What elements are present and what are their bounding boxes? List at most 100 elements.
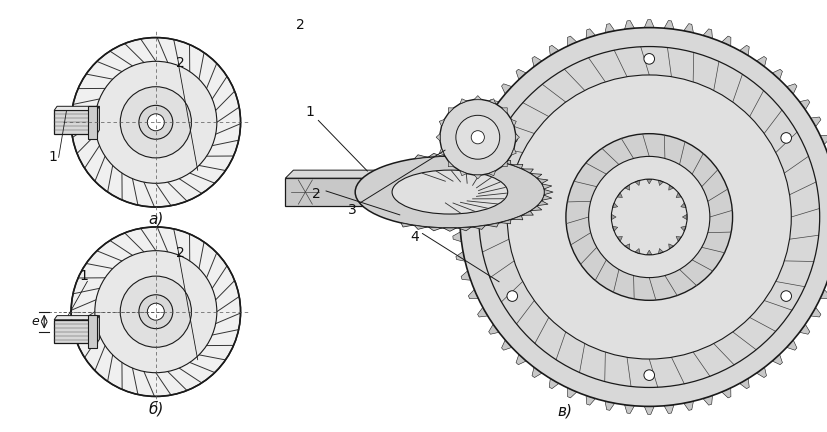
Polygon shape (657, 248, 662, 254)
Polygon shape (285, 170, 440, 178)
Ellipse shape (355, 156, 544, 228)
Polygon shape (721, 388, 730, 398)
Polygon shape (468, 135, 478, 145)
Polygon shape (799, 100, 809, 110)
Polygon shape (680, 226, 686, 231)
Polygon shape (605, 401, 614, 410)
Polygon shape (97, 316, 99, 343)
Polygon shape (634, 248, 639, 254)
Polygon shape (511, 164, 522, 168)
Polygon shape (459, 99, 466, 104)
Polygon shape (616, 236, 622, 241)
Polygon shape (680, 203, 686, 208)
Text: 1: 1 (49, 150, 58, 164)
Circle shape (147, 114, 164, 131)
Circle shape (565, 133, 732, 300)
Polygon shape (702, 29, 711, 38)
Polygon shape (486, 223, 498, 227)
Polygon shape (439, 148, 444, 155)
Circle shape (456, 115, 500, 159)
Polygon shape (624, 244, 629, 249)
Polygon shape (285, 178, 432, 206)
Polygon shape (624, 185, 629, 190)
Ellipse shape (392, 170, 507, 214)
Polygon shape (54, 320, 97, 343)
Polygon shape (820, 289, 827, 299)
Polygon shape (500, 219, 510, 224)
Polygon shape (456, 251, 465, 261)
Polygon shape (537, 201, 547, 206)
Polygon shape (501, 161, 507, 167)
Polygon shape (810, 307, 820, 317)
Polygon shape (488, 171, 495, 176)
Circle shape (643, 370, 654, 381)
Polygon shape (586, 396, 595, 405)
Text: 2: 2 (176, 246, 185, 260)
Circle shape (139, 105, 173, 139)
Polygon shape (511, 216, 522, 220)
Circle shape (507, 75, 791, 359)
Circle shape (643, 54, 654, 64)
Polygon shape (97, 106, 99, 134)
Polygon shape (447, 108, 453, 113)
Polygon shape (681, 214, 686, 219)
Polygon shape (657, 180, 662, 185)
Polygon shape (566, 36, 576, 46)
Text: 3: 3 (347, 203, 356, 217)
Polygon shape (501, 340, 511, 350)
Polygon shape (605, 24, 614, 33)
Polygon shape (646, 179, 651, 184)
Text: 4: 4 (410, 230, 418, 244)
Polygon shape (452, 212, 459, 222)
Polygon shape (447, 161, 453, 167)
Polygon shape (786, 340, 796, 350)
Polygon shape (477, 307, 487, 317)
Polygon shape (439, 119, 444, 126)
Polygon shape (542, 195, 551, 200)
Polygon shape (488, 99, 495, 104)
Polygon shape (474, 175, 481, 179)
Polygon shape (634, 180, 639, 185)
Circle shape (459, 28, 827, 407)
Polygon shape (702, 396, 711, 405)
Polygon shape (612, 226, 617, 231)
Polygon shape (486, 157, 498, 161)
Text: 2: 2 (295, 18, 304, 32)
Polygon shape (474, 95, 481, 99)
Polygon shape (468, 289, 478, 299)
Polygon shape (643, 407, 653, 414)
Text: а): а) (148, 212, 163, 226)
Polygon shape (612, 203, 617, 208)
Polygon shape (663, 405, 673, 413)
Polygon shape (522, 211, 533, 215)
Polygon shape (436, 133, 440, 141)
Polygon shape (442, 228, 456, 231)
Polygon shape (542, 184, 551, 189)
Circle shape (471, 130, 484, 144)
Polygon shape (772, 69, 782, 79)
Polygon shape (810, 117, 820, 127)
Polygon shape (537, 178, 547, 184)
Polygon shape (414, 226, 427, 229)
Polygon shape (756, 367, 766, 378)
Polygon shape (786, 84, 796, 94)
Polygon shape (88, 315, 97, 348)
Polygon shape (54, 111, 97, 134)
Polygon shape (461, 154, 470, 163)
Circle shape (506, 291, 517, 302)
Polygon shape (472, 226, 485, 229)
Polygon shape (721, 36, 730, 46)
Circle shape (120, 87, 191, 158)
Polygon shape (675, 236, 681, 241)
Polygon shape (799, 324, 809, 334)
Polygon shape (461, 271, 470, 280)
Text: e: e (31, 315, 39, 328)
Polygon shape (586, 29, 595, 38)
Polygon shape (501, 84, 511, 94)
Polygon shape (428, 153, 441, 157)
Polygon shape (488, 324, 499, 334)
Polygon shape (675, 193, 681, 197)
Polygon shape (530, 206, 541, 211)
Circle shape (439, 99, 515, 175)
Text: 2: 2 (312, 187, 320, 201)
